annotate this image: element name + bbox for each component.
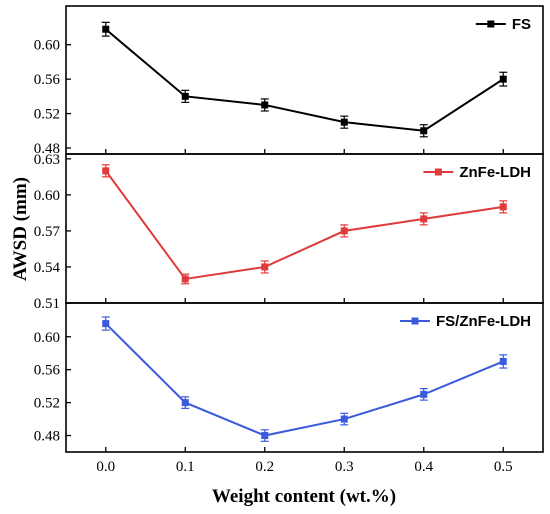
- panel-frame-fs: [65, 5, 544, 155]
- legend-fs: FS: [475, 16, 531, 33]
- y-tick-label-fs-znfe-ldh: 0.52: [34, 396, 60, 412]
- data-point-fs-znfe-ldh: [340, 415, 348, 423]
- x-axis-title: Weight content (wt.%): [212, 486, 396, 507]
- panel-znfe-ldh: 0.51 0.54 0.57 0.60 0.63 ZnFe-LDH: [34, 152, 531, 312]
- plot-layer: 0.48 0.52 0.56 0.60 FS 0.51 0.54 0.57 0.60 0.63 Zn…: [34, 16, 531, 475]
- y-tick-label-fs-znfe-ldh: 0.60: [34, 330, 60, 346]
- data-point-fs: [499, 75, 507, 83]
- legend-marker-fs: [487, 20, 495, 28]
- y-tick-label-znfe-ldh: 0.54: [34, 260, 61, 276]
- x-tick-label: 0.3: [335, 459, 354, 475]
- data-point-znfe-ldh: [340, 227, 348, 235]
- legend-label-fs-znfe-ldh: FS/ZnFe-LDH: [436, 313, 531, 330]
- data-point-fs: [340, 118, 348, 126]
- y-tick-label-fs-znfe-ldh: 0.56: [34, 363, 61, 379]
- y-tick-label-znfe-ldh: 0.51: [34, 296, 60, 312]
- y-tick-label-fs: 0.52: [34, 107, 60, 123]
- legend-marker-znfe-ldh: [434, 168, 442, 176]
- legend-label-fs: FS: [512, 16, 531, 33]
- data-point-fs-znfe-ldh: [499, 357, 507, 365]
- data-point-znfe-ldh: [261, 263, 269, 271]
- series-line-fs: [105, 28, 504, 132]
- data-point-fs-znfe-ldh: [181, 399, 189, 407]
- data-point-znfe-ldh: [181, 275, 189, 283]
- data-point-fs: [420, 127, 428, 135]
- legend-znfe-ldh: ZnFe-LDH: [423, 164, 531, 181]
- data-point-fs-znfe-ldh: [420, 390, 428, 398]
- data-point-znfe-ldh: [420, 215, 428, 223]
- x-tick-label: 0.4: [414, 459, 433, 475]
- panel-fs-znfe-ldh: 0.48 0.52 0.56 0.60 FS/ZnFe-LDH: [34, 313, 531, 452]
- series-line-znfe-ldh: [104, 170, 504, 281]
- data-point-znfe-ldh: [102, 167, 110, 175]
- x-tick-label: 0.1: [176, 459, 195, 475]
- legend-label-znfe-ldh: ZnFe-LDH: [459, 164, 531, 181]
- data-point-fs-znfe-ldh: [261, 432, 269, 440]
- y-tick-label-znfe-ldh: 0.57: [34, 224, 61, 240]
- y-tick-label-znfe-ldh: 0.63: [34, 152, 60, 168]
- x-tick-label: 0.2: [255, 459, 274, 475]
- data-point-znfe-ldh: [499, 203, 507, 211]
- y-tick-label-fs-znfe-ldh: 0.48: [34, 429, 60, 445]
- data-point-fs-znfe-ldh: [102, 320, 110, 328]
- x-tick-label: 0.0: [96, 459, 115, 475]
- data-point-fs: [102, 25, 110, 33]
- legend-fs-znfe-ldh: FS/ZnFe-LDH: [400, 313, 531, 330]
- series-line-fs-znfe-ldh: [105, 322, 504, 437]
- legend-marker-fs-znfe-ldh: [411, 317, 419, 325]
- x-tick-label: 0.5: [494, 459, 513, 475]
- y-tick-label-fs: 0.48: [34, 141, 60, 157]
- y-tick-label-fs: 0.56: [34, 72, 61, 88]
- y-axis-title: AWSD (mm): [10, 177, 31, 281]
- y-tick-label-fs: 0.60: [34, 38, 60, 54]
- data-point-fs: [261, 101, 269, 109]
- panel-frame-fs-znfe-ldh: [65, 302, 544, 453]
- panel-fs: 0.48 0.52 0.56 0.60 FS: [34, 16, 531, 157]
- y-tick-label-znfe-ldh: 0.60: [34, 188, 60, 204]
- data-point-fs: [181, 92, 189, 100]
